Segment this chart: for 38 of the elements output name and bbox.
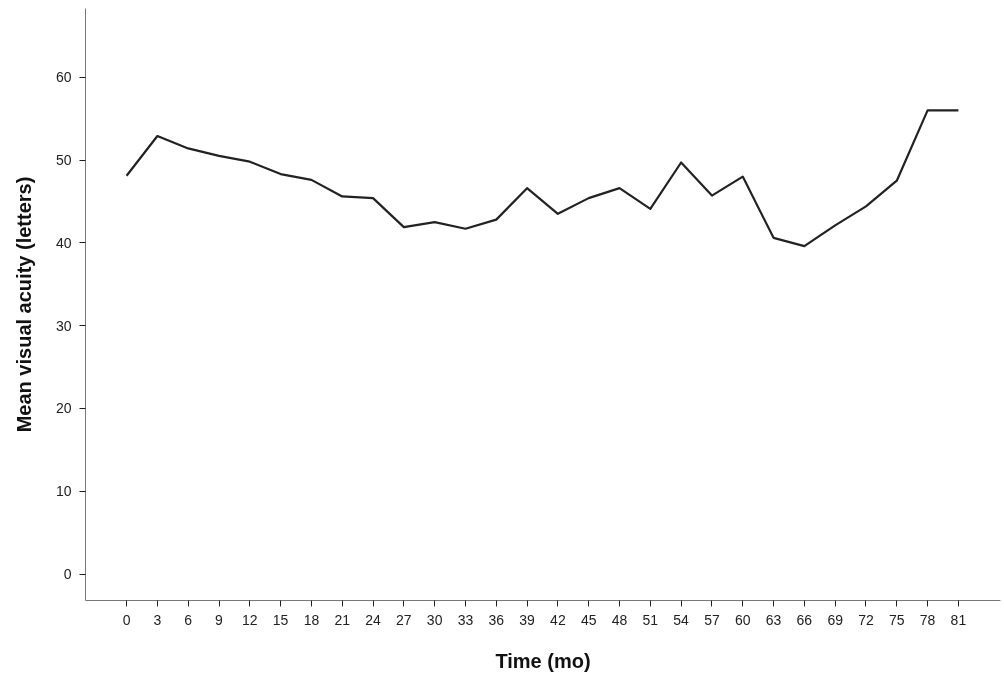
y-tick-label: 60: [55, 69, 72, 86]
x-tick-label: 57: [704, 611, 720, 628]
x-tick-label: 51: [642, 611, 659, 628]
x-tick-label: 60: [734, 611, 751, 628]
x-axis-title: Time (mo): [495, 649, 591, 672]
x-tick-label: 36: [488, 611, 505, 628]
y-tick-label: 40: [55, 234, 72, 251]
x-tick-label: 0: [122, 611, 131, 628]
x-tick-label: 12: [242, 611, 258, 628]
x-tick-label: 63: [765, 611, 782, 628]
x-tick-label: 54: [673, 611, 690, 628]
x-tick-label: 30: [426, 611, 443, 628]
y-tick-label: 10: [55, 483, 72, 500]
x-tick-label: 33: [457, 611, 474, 628]
y-tick-label: 30: [55, 317, 72, 334]
x-tick-label: 6: [184, 611, 193, 628]
x-tick-label: 48: [611, 611, 628, 628]
x-tick-label: 15: [272, 611, 289, 628]
y-tick-label: 20: [55, 400, 72, 417]
x-tick-label: 39: [519, 611, 536, 628]
x-tick-label: 27: [396, 611, 412, 628]
x-tick-label: 69: [827, 611, 844, 628]
x-tick-label: 18: [303, 611, 320, 628]
x-tick-label: 78: [919, 611, 936, 628]
y-axis-title: Mean visual acuity (letters): [12, 176, 35, 433]
x-tick-label: 42: [550, 611, 566, 628]
x-tick-label: 24: [365, 611, 382, 628]
x-tick-label: 3: [153, 611, 162, 628]
x-tick-label: 66: [796, 611, 813, 628]
x-tick-label: 72: [858, 611, 874, 628]
y-tick-label: 50: [55, 152, 72, 169]
x-tick-label: 21: [334, 611, 351, 628]
x-tick-label: 45: [580, 611, 597, 628]
x-tick-label: 9: [215, 611, 224, 628]
y-tick-label: 0: [63, 566, 72, 582]
x-tick-label: 75: [888, 611, 905, 628]
x-tick-label: 81: [950, 611, 967, 628]
line-series: [125, 109, 960, 248]
